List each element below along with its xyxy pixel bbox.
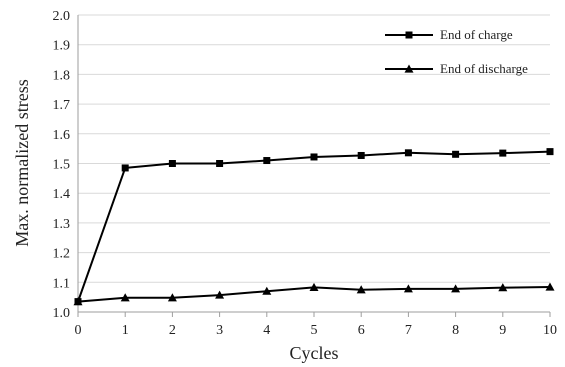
x-tick-label-1: 1 (122, 323, 129, 338)
legend-swatch-marker-0 (405, 31, 413, 39)
series-1-point-4 (262, 286, 272, 295)
series-0-point-2 (168, 160, 176, 167)
legend-label-1: End of discharge (440, 61, 528, 76)
series-0-point-3 (216, 160, 224, 167)
y-axis-title: Max. normalized stress (12, 79, 32, 246)
x-tick-label-9: 9 (499, 323, 506, 338)
legend-swatch-marker-1 (404, 64, 414, 73)
series-1-point-6 (356, 285, 366, 294)
series-0-point-4 (263, 157, 271, 165)
series-1-point-2 (167, 293, 177, 302)
axes (77, 15, 551, 317)
y-tick-label-6: 1.6 (53, 128, 71, 143)
x-tick-label-2: 2 (169, 323, 176, 338)
x-axis-title: Cycles (290, 343, 339, 363)
y-tick-label-0: 1.0 (53, 306, 71, 321)
y-tick-label-10: 2.0 (53, 9, 71, 24)
series-1-point-7 (403, 284, 413, 293)
series-1-point-10 (545, 282, 555, 291)
x-tick-label-8: 8 (452, 323, 459, 338)
series-1 (73, 282, 555, 306)
x-tick-labels: 0 1 2 3 4 5 6 7 8 9 10 (75, 323, 558, 338)
series-0-point-8 (452, 150, 460, 158)
x-tick-label-3: 3 (216, 323, 223, 338)
y-tick-label-7: 1.7 (53, 98, 71, 113)
series-1-point-1 (120, 293, 130, 302)
y-tick-label-2: 1.2 (53, 247, 71, 262)
series-1-point-9 (498, 283, 508, 292)
x-tick-label-7: 7 (405, 323, 412, 338)
series-1-point-8 (451, 284, 461, 293)
x-tick-label-4: 4 (263, 323, 270, 338)
y-tick-label-5: 1.5 (53, 158, 71, 173)
legend: End of charge End of discharge (385, 27, 528, 76)
legend-item-1: End of discharge (385, 61, 528, 76)
y-tick-label-4: 1.4 (53, 187, 71, 202)
x-tick-label-6: 6 (358, 323, 365, 338)
y-tick-labels: 1.0 1.1 1.2 1.3 1.4 1.5 1.6 1.7 1.8 1.9 2.0 (53, 9, 71, 321)
y-tick-label-9: 1.9 (53, 39, 71, 54)
series-0-point-6 (357, 151, 365, 159)
legend-label-0: End of charge (440, 27, 513, 42)
series-0-point-10 (546, 148, 554, 156)
series-1-point-0 (73, 297, 83, 306)
series-0-point-1 (121, 164, 129, 172)
x-tick-label-10: 10 (543, 323, 557, 338)
legend-item-0: End of charge (385, 27, 513, 42)
series-1-point-5 (309, 282, 319, 291)
series-group (73, 148, 555, 306)
y-tick-label-1: 1.1 (53, 276, 71, 291)
series-0-point-7 (404, 149, 412, 157)
x-tick-label-0: 0 (75, 323, 82, 338)
gridlines (78, 14, 550, 283)
y-tick-label-8: 1.8 (53, 68, 71, 83)
y-tick-label-3: 1.3 (53, 217, 71, 232)
series-0-point-9 (499, 149, 507, 157)
series-1-point-3 (215, 290, 225, 299)
x-tick-label-5: 5 (311, 323, 318, 338)
series-0-point-5 (310, 153, 318, 161)
